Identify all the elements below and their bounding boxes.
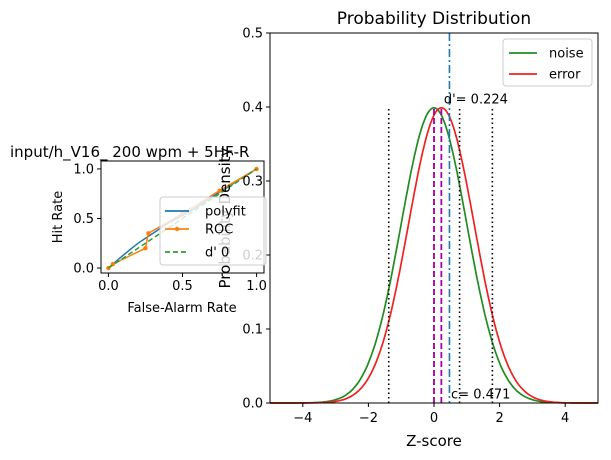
roc-x-tick-label: 0.5 [172, 279, 193, 294]
roc-legend-label: polyfit [205, 205, 246, 220]
roc-y-tick-label: 1.0 [73, 162, 94, 177]
roc-x-tick-label: 0.0 [98, 279, 119, 294]
pd-legend-label: noise [549, 47, 584, 62]
roc-legend-marker [174, 226, 180, 232]
pd-x-tick-label: 0 [430, 411, 438, 426]
roc-y-axis-label: Hit Rate [51, 191, 66, 243]
pd-y-tick-label: 0.0 [242, 397, 263, 412]
roc-legend: polyfit ROC d' 0 [159, 196, 267, 266]
roc-y-tick-label: 0.5 [73, 212, 94, 227]
pd-legend-label: error [549, 68, 581, 83]
pd-annotation-1: c= 0.471 [451, 388, 510, 403]
pd-annotation-0: d'= 0.224 [444, 92, 508, 107]
roc-point [146, 231, 151, 236]
pd-x-tick-label: −4 [293, 411, 312, 426]
pd-y-tick-label: 0.5 [242, 27, 263, 42]
roc-x-tick-label: 1.0 [246, 279, 267, 294]
roc-legend-box [159, 196, 267, 266]
pd-y-tick-label: 0.3 [242, 175, 263, 190]
roc-point [143, 246, 148, 251]
pd-y-tick-label: 0.1 [242, 323, 263, 338]
pd-axes-frame [269, 32, 599, 404]
pd-x-axis-label: Z-score [406, 432, 462, 450]
roc-point [217, 188, 222, 193]
roc-x-axis-label: False-Alarm Rate [127, 301, 236, 316]
roc-title: input/h_V16_ 200 wpm + 5HF-R [10, 143, 249, 162]
roc-y-tick-label: 0.0 [73, 262, 94, 277]
pd-plot-area: d'= 0.224 c= 0.471 [270, 33, 598, 404]
pd-x-tick-label: 2 [495, 411, 503, 426]
pd-legend: noise error [502, 38, 593, 87]
pd-title: Probability Distribution [337, 9, 531, 29]
roc-ticks: 0.0 0.0 0.5 0.5 1.0 1.0 [73, 162, 267, 294]
pd-x-tick-label: −2 [359, 411, 378, 426]
roc-legend-label: ROC [205, 223, 233, 238]
roc-legend-label: d' 0 [205, 246, 229, 261]
pd-y-tick-label: 0.4 [242, 101, 263, 116]
pd-x-tick-label: 4 [561, 411, 569, 426]
pd-curve-error [270, 107, 598, 404]
